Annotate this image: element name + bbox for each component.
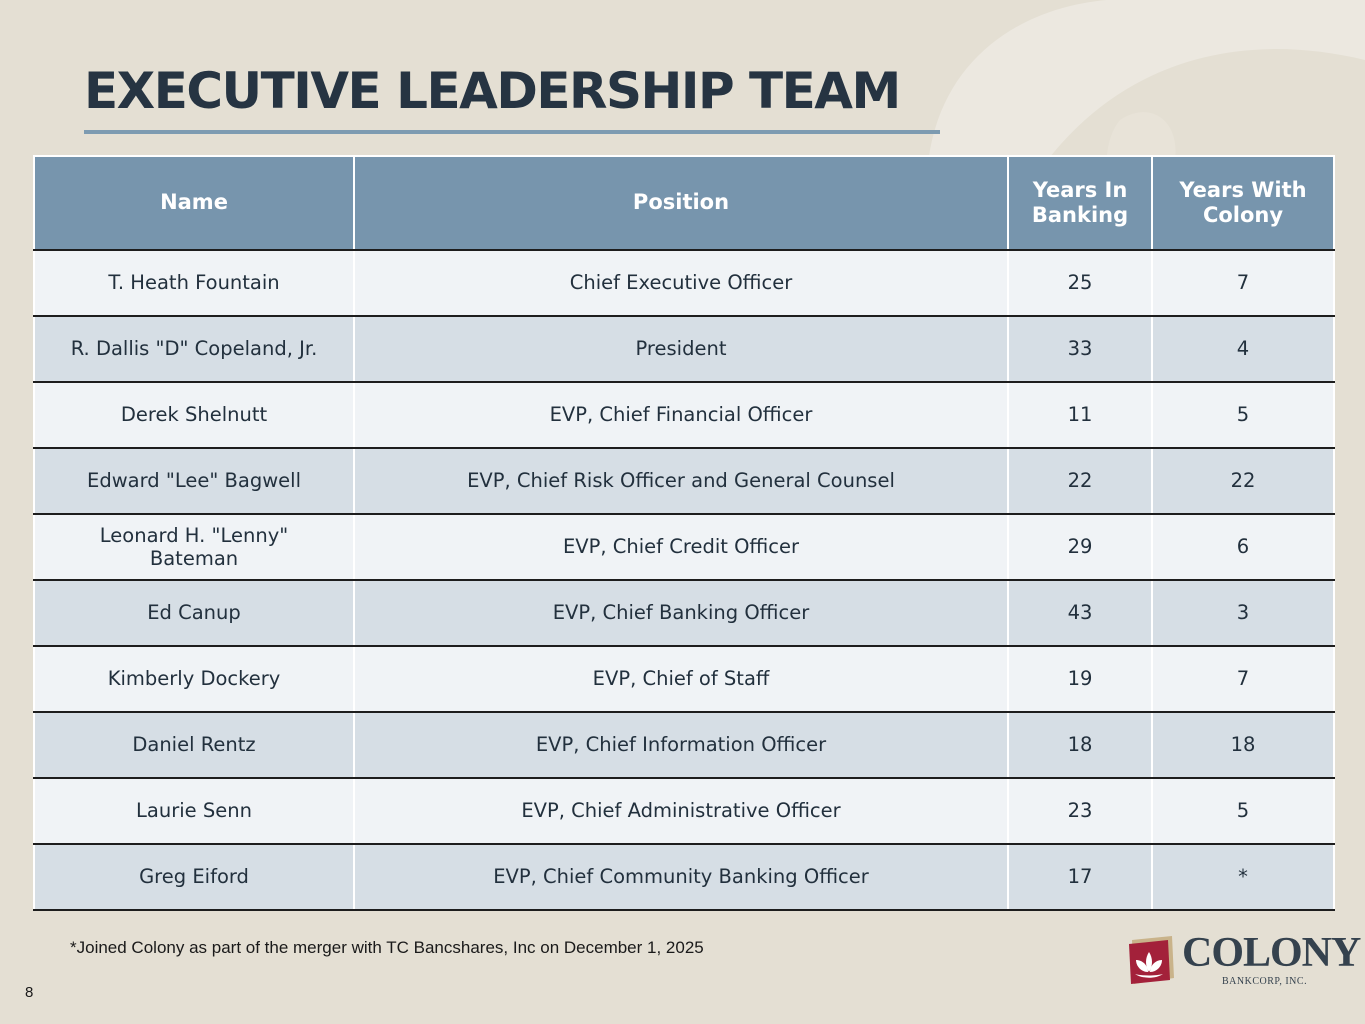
cell-position: EVP, Chief Credit Officer xyxy=(353,514,1009,581)
header-years-in-banking: Years In Banking xyxy=(1007,155,1153,251)
table-row: Kimberly Dockery EVP, Chief of Staff 19 … xyxy=(33,646,1335,713)
cell-years-banking: 22 xyxy=(1007,448,1153,515)
cell-position: EVP, Chief Risk Officer and General Coun… xyxy=(353,448,1009,515)
table-row: R. Dallis "D" Copeland, Jr. President 33… xyxy=(33,316,1335,383)
cell-years-banking: 23 xyxy=(1007,778,1153,845)
cell-years-colony: 7 xyxy=(1151,250,1335,317)
cell-years-colony: 7 xyxy=(1151,646,1335,713)
cell-position: EVP, Chief Information Officer xyxy=(353,712,1009,779)
cell-years-colony: 4 xyxy=(1151,316,1335,383)
cell-years-colony: 3 xyxy=(1151,580,1335,647)
cell-name: Daniel Rentz xyxy=(33,712,355,779)
cell-position: EVP, Chief Community Banking Officer xyxy=(353,844,1009,911)
table-row: Daniel Rentz EVP, Chief Information Offi… xyxy=(33,712,1335,779)
cell-years-banking: 11 xyxy=(1007,382,1153,449)
table-header-row: Name Position Years In Banking Years Wit… xyxy=(33,155,1335,251)
cell-years-banking: 43 xyxy=(1007,580,1153,647)
cell-position: EVP, Chief Financial Officer xyxy=(353,382,1009,449)
cell-name: Greg Eiford xyxy=(33,844,355,911)
cell-years-banking: 19 xyxy=(1007,646,1153,713)
cell-position: President xyxy=(353,316,1009,383)
page-number: 8 xyxy=(25,984,34,1001)
cell-name: Derek Shelnutt xyxy=(33,382,355,449)
cell-years-banking: 33 xyxy=(1007,316,1153,383)
header-years-with-colony: Years With Colony xyxy=(1151,155,1335,251)
cell-name: Ed Canup xyxy=(33,580,355,647)
cell-position: EVP, Chief Banking Officer xyxy=(353,580,1009,647)
cell-position: EVP, Chief Administrative Officer xyxy=(353,778,1009,845)
logo-subtitle: BANKCORP, INC. xyxy=(1222,976,1308,987)
cell-years-banking: 17 xyxy=(1007,844,1153,911)
colony-logo: COLONY BANKCORP, INC. xyxy=(1126,930,1361,992)
cell-years-banking: 29 xyxy=(1007,514,1153,581)
cell-name: Edward "Lee" Bagwell xyxy=(33,448,355,515)
cell-years-banking: 18 xyxy=(1007,712,1153,779)
table-row: Edward "Lee" Bagwell EVP, Chief Risk Off… xyxy=(33,448,1335,515)
cell-position: EVP, Chief of Staff xyxy=(353,646,1009,713)
cell-years-colony: 22 xyxy=(1151,448,1335,515)
table-row: T. Heath Fountain Chief Executive Office… xyxy=(33,250,1335,317)
cell-name: Laurie Senn xyxy=(33,778,355,845)
table-row: Laurie Senn EVP, Chief Administrative Of… xyxy=(33,778,1335,845)
footnote: *Joined Colony as part of the merger wit… xyxy=(70,938,704,957)
table-row: Leonard H. "Lenny" Bateman EVP, Chief Cr… xyxy=(33,514,1335,581)
cell-name: T. Heath Fountain xyxy=(33,250,355,317)
cell-name: R. Dallis "D" Copeland, Jr. xyxy=(33,316,355,383)
cell-years-colony: 5 xyxy=(1151,778,1335,845)
logo-wordmark: COLONY xyxy=(1182,930,1361,976)
cell-years-banking: 25 xyxy=(1007,250,1153,317)
header-name: Name xyxy=(33,155,355,251)
cell-name: Leonard H. "Lenny" Bateman xyxy=(33,514,355,581)
executive-table: Name Position Years In Banking Years Wit… xyxy=(33,155,1335,911)
cell-name: Kimberly Dockery xyxy=(33,646,355,713)
page-title: EXECUTIVE LEADERSHIP TEAM xyxy=(84,62,901,120)
header-position: Position xyxy=(353,155,1009,251)
cell-years-colony: 6 xyxy=(1151,514,1335,581)
cell-years-colony: 5 xyxy=(1151,382,1335,449)
title-underline xyxy=(84,130,940,134)
table-row: Derek Shelnutt EVP, Chief Financial Offi… xyxy=(33,382,1335,449)
table-row: Greg Eiford EVP, Chief Community Banking… xyxy=(33,844,1335,911)
cell-years-colony: * xyxy=(1151,844,1335,911)
cell-position: Chief Executive Officer xyxy=(353,250,1009,317)
lotus-logo-icon xyxy=(1129,936,1174,984)
table-row: Ed Canup EVP, Chief Banking Officer 43 3 xyxy=(33,580,1335,647)
cell-years-colony: 18 xyxy=(1151,712,1335,779)
